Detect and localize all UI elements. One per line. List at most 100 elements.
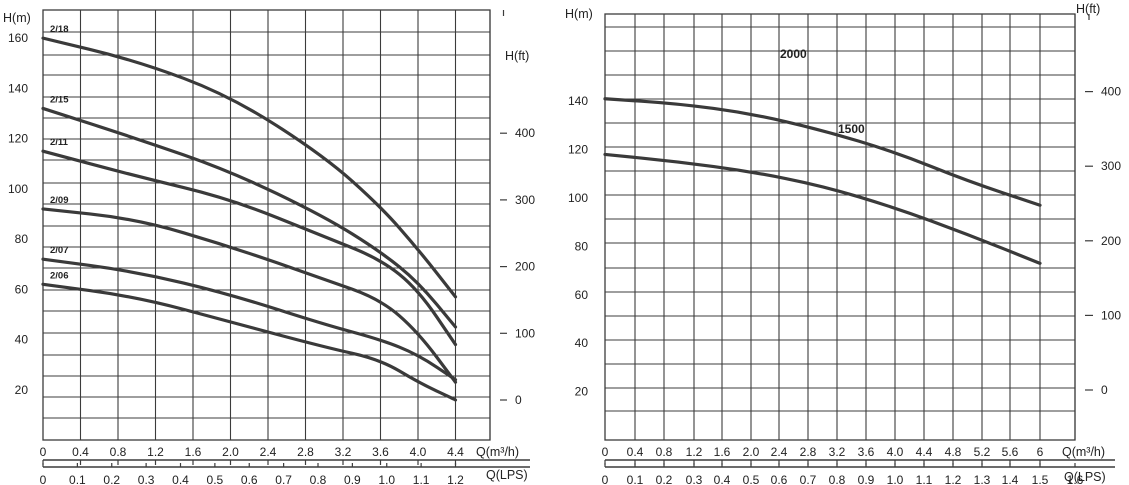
y2-tick-label: 100 — [1101, 308, 1121, 322]
x2-tick-label: 0.8 — [310, 473, 327, 485]
x-tick-label: 2.0 — [743, 445, 760, 459]
x2-tick-label: 0.5 — [207, 473, 224, 485]
y-tick-label: 120 — [568, 143, 588, 157]
y-tick-label: 160 — [8, 31, 28, 45]
x2-tick-label: 0.1 — [69, 473, 86, 485]
x2-tick-label: 1.2 — [447, 473, 464, 485]
series-curve-2-15 — [41, 106, 458, 329]
x-tick-label: 0 — [40, 445, 47, 459]
series-label: 2/15 — [50, 94, 69, 105]
x-tick-label: 3.2 — [335, 445, 352, 459]
x-tick-label: 2.8 — [800, 445, 817, 459]
y-axis-title: H(m) — [3, 11, 31, 25]
series-label: 2/11 — [50, 137, 69, 148]
y-tick-label: 60 — [15, 282, 29, 296]
y2-tick-label: 400 — [1101, 85, 1121, 99]
x-tick-label: 1.2 — [686, 445, 703, 459]
x-tick-label: 0.4 — [627, 445, 644, 459]
y-tick-label: 80 — [575, 239, 589, 253]
series-curve-2-11 — [41, 149, 458, 347]
y2-tick-label: 0 — [1101, 383, 1108, 397]
x2-tick-label: 0.2 — [656, 473, 673, 485]
y2-tick-label: 0 — [515, 393, 522, 407]
series-label: 2000 — [780, 47, 807, 61]
left-pump-chart: 20 40 60 80 100 120 140 160 H(m) 0 100 200 300 400 H(f… — [3, 9, 535, 485]
x2-axis-title: Q(LPS) — [486, 468, 528, 482]
x-tick-label: 2.0 — [222, 445, 239, 459]
series-label: 2/18 — [50, 24, 69, 35]
x-tick-label: 2.8 — [297, 445, 314, 459]
series-curve-1500 — [603, 152, 1042, 265]
x-tick-label: 3.6 — [372, 445, 389, 459]
series-curve-2-07 — [41, 257, 458, 382]
x-tick-label: 4.4 — [447, 445, 464, 459]
x-axis-title: Q(m³/h) — [1062, 445, 1105, 459]
x-tick-label: 0 — [602, 445, 609, 459]
x2-tick-label: 0.4 — [714, 473, 731, 485]
x-tick-label: 3.6 — [858, 445, 875, 459]
x2-tick-label: 0.8 — [829, 473, 846, 485]
plot-grid — [604, 13, 1076, 441]
x2-tick-label: 1.2 — [945, 473, 962, 485]
x-tick-label: 3.2 — [829, 445, 846, 459]
y-tick-label: 140 — [8, 81, 28, 95]
plot-frame — [42, 9, 491, 441]
y-tick-label: 80 — [15, 232, 29, 246]
x-tick-label: 1.6 — [714, 445, 731, 459]
y-axis-title: H(m) — [565, 7, 593, 21]
x-tick-label: 4.0 — [410, 445, 427, 459]
x-tick-label: 4.4 — [916, 445, 933, 459]
y-tick-label: 20 — [15, 383, 29, 397]
x2-tick-label: 1.1 — [916, 473, 933, 485]
y2-tick-label: 300 — [515, 193, 535, 207]
series-curve-2000 — [603, 97, 1042, 207]
x-tick-label: 2.4 — [260, 445, 277, 459]
x-tick-label: 1.2 — [147, 445, 164, 459]
y2-axis-title: H(ft) — [1076, 2, 1100, 16]
x2-tick-label: 1.3 — [974, 473, 991, 485]
x2-tick-label: 1.0 — [378, 473, 395, 485]
x-tick-label: 5.2 — [974, 445, 991, 459]
series-curve-2-18 — [41, 36, 458, 299]
series-label: 2/09 — [50, 195, 69, 206]
y2-tick-label: 100 — [515, 326, 535, 340]
x2-tick-label: 0 — [40, 473, 47, 485]
x2-tick-label: 0.9 — [344, 473, 361, 485]
plot-frame — [604, 13, 1076, 441]
series-label: 1500 — [838, 122, 865, 136]
y-tick-label: 20 — [575, 385, 589, 399]
y2-tick-label: 200 — [515, 260, 535, 274]
right-pump-chart: 20406080100120140H(m)0100200300400H(ft)0… — [565, 2, 1121, 485]
x2-tick-label: 0.5 — [743, 473, 760, 485]
x2-tick-label: 0.3 — [138, 473, 155, 485]
series-label: 2/07 — [50, 245, 69, 256]
x2-tick-label: 1.0 — [887, 473, 904, 485]
x2-tick-label: 0.4 — [172, 473, 189, 485]
x-tick-label: 0.8 — [656, 445, 673, 459]
y-tick-label: 120 — [8, 132, 28, 146]
y-tick-label: 140 — [568, 94, 588, 108]
series-label: 2/06 — [50, 270, 69, 281]
y-tick-label: 100 — [568, 191, 588, 205]
x-tick-label: 2.4 — [771, 445, 788, 459]
x2-tick-label: 1.5 — [1032, 473, 1049, 485]
x-tick-label: 0.8 — [110, 445, 127, 459]
y-tick-label: 60 — [575, 288, 589, 302]
series-curve-2-06 — [41, 282, 458, 402]
x2-tick-label: 0.3 — [686, 473, 703, 485]
x-tick-label: 6 — [1037, 445, 1044, 459]
y2-tick-label: 200 — [1101, 234, 1121, 248]
y-tick-label: 40 — [575, 336, 589, 350]
x-tick-label: 4.8 — [945, 445, 962, 459]
x2-axis-title: Q(LPS) — [1064, 470, 1106, 484]
x2-tick-label: 1.1 — [413, 473, 430, 485]
x2-tick-label: 0.7 — [275, 473, 292, 485]
y2-axis-title: H(ft) — [505, 49, 529, 63]
x2-tick-label: 0.9 — [858, 473, 875, 485]
x2-tick-label: 1.4 — [1002, 473, 1019, 485]
x2-tick-label: 0.7 — [800, 473, 817, 485]
x-tick-label: 5.6 — [1002, 445, 1019, 459]
x-tick-label: 0.4 — [72, 445, 89, 459]
y2-tick-label: 300 — [1101, 159, 1121, 173]
